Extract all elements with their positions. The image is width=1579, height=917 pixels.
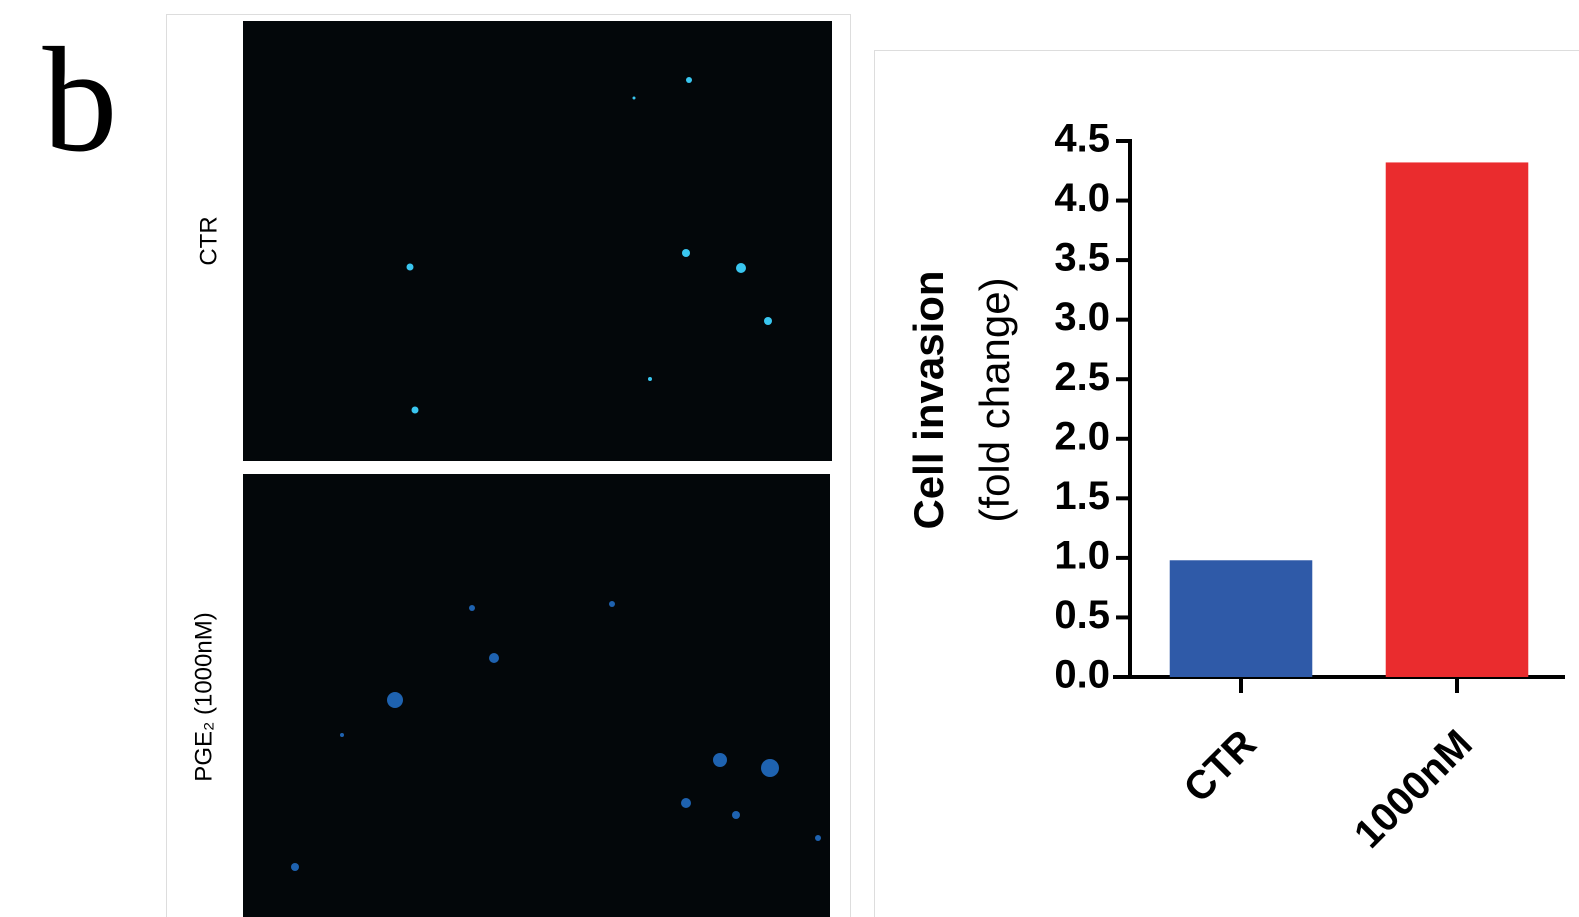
image-label: PGE₂ (1000nM) — [190, 612, 217, 781]
bar — [1386, 162, 1529, 677]
micrograph — [243, 21, 832, 461]
figure: b CTR PGE₂ (1000nM) Cell invasion (fold … — [0, 0, 1579, 917]
image-label: CTR — [195, 216, 222, 265]
y-tick-label: 4.5 — [1054, 117, 1110, 161]
y-axis-label: Cell invasion — [905, 270, 952, 529]
micrograph — [243, 474, 830, 917]
bar — [1170, 560, 1313, 677]
y-tick-label: 1.0 — [1054, 533, 1110, 577]
y-tick-label: 4.0 — [1054, 176, 1110, 220]
y-tick-label: 2.0 — [1054, 414, 1110, 458]
y-tick-label: 2.5 — [1054, 355, 1110, 399]
y-axis-label: (fold change) — [971, 277, 1018, 522]
y-tick-label: 3.5 — [1054, 236, 1110, 280]
y-tick-label: 0.5 — [1054, 593, 1110, 637]
panel-label: b — [43, 17, 118, 183]
y-tick-label: 3.0 — [1054, 295, 1110, 339]
y-tick-label: 1.5 — [1054, 474, 1110, 518]
y-tick-label: 0.0 — [1054, 653, 1110, 697]
